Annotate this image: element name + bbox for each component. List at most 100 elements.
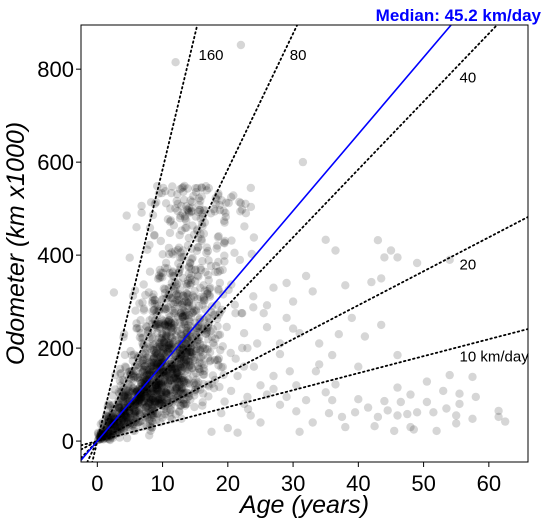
scatter-point <box>168 268 177 277</box>
scatter-point <box>146 426 155 435</box>
scatter-point <box>175 185 185 194</box>
scatter-point <box>328 350 337 360</box>
scatter-point <box>171 374 181 383</box>
scatter-point <box>156 352 165 361</box>
scatter-point <box>157 188 166 198</box>
scatter-point <box>181 223 190 233</box>
scatter-point <box>142 375 151 385</box>
reference-line-labels: 160 80 40 20 10 km/day <box>199 47 530 365</box>
scatter-point <box>334 330 343 339</box>
scatter-point <box>220 397 229 406</box>
scatter-point <box>218 342 227 351</box>
scatter-point <box>249 362 259 371</box>
scatter-point <box>249 292 258 301</box>
scatter-point <box>185 347 194 357</box>
scatter-point <box>200 286 209 295</box>
scatter-point <box>157 329 167 338</box>
scatter-point <box>146 368 155 377</box>
scatter-point <box>134 396 144 405</box>
y-tick-label: 200 <box>37 336 74 361</box>
scatter-point <box>195 205 204 215</box>
scatter-point <box>188 301 197 310</box>
scatter-point <box>148 409 158 418</box>
scatter-point <box>176 211 185 220</box>
scatter-point <box>173 359 183 369</box>
scatter-point <box>175 377 184 387</box>
scatter-point <box>163 393 172 403</box>
scatter-point <box>220 236 230 246</box>
scatter-point <box>182 281 191 291</box>
scatter-point <box>182 399 191 409</box>
scatter-point <box>169 391 178 400</box>
x-tick-label: 30 <box>281 471 305 496</box>
scatter-point <box>166 294 176 303</box>
scatter-point <box>138 373 148 382</box>
scatter-point <box>214 284 223 294</box>
scatter-point <box>445 370 454 380</box>
reference-line-label: 160 <box>199 47 224 64</box>
scatter-point <box>189 372 198 381</box>
scatter-point <box>121 413 130 422</box>
scatter-point <box>152 353 162 363</box>
scatter-point <box>135 370 144 379</box>
scatter-point <box>199 370 209 379</box>
scatter-point <box>144 404 153 413</box>
scatter-point <box>157 398 167 407</box>
scatter-point <box>181 292 190 301</box>
scatter-point <box>213 355 222 364</box>
scatter-point <box>164 317 173 326</box>
scatter-point <box>197 323 207 332</box>
scatter-point <box>189 356 198 365</box>
reference-line-label: 10 km/day <box>460 348 530 365</box>
scatter-point <box>171 351 180 360</box>
scatter-point <box>162 328 172 337</box>
scatter-point <box>165 217 175 226</box>
scatter-point <box>186 361 195 370</box>
scatter-point <box>194 207 203 217</box>
scatter-point <box>179 352 188 362</box>
scatter-point <box>237 309 246 318</box>
scatter-point <box>180 317 189 326</box>
scatter-point <box>158 346 168 355</box>
scatter-point <box>201 182 211 191</box>
scatter-point <box>177 385 186 394</box>
scatter-point <box>186 346 195 355</box>
scatter-point <box>127 382 136 391</box>
scatter-point <box>169 373 178 382</box>
scatter-point <box>144 395 153 404</box>
scatter-point <box>181 348 191 358</box>
scatter-point <box>198 343 207 353</box>
scatter-point <box>147 395 156 404</box>
scatter-point <box>170 247 180 256</box>
scatter-point <box>171 297 180 307</box>
scatter-point <box>249 233 259 242</box>
scatter-point <box>176 360 186 369</box>
scatter-point <box>182 395 191 404</box>
scatter-point <box>151 348 161 357</box>
scatter-point <box>177 201 186 211</box>
scatter-point <box>176 308 186 317</box>
plot-frame <box>80 24 529 463</box>
scatter-point <box>146 362 156 371</box>
scatter-point <box>315 360 324 369</box>
scatter-point <box>190 391 199 400</box>
scatter-point <box>197 359 206 368</box>
scatter-point <box>139 306 149 315</box>
scatter-point <box>155 399 164 408</box>
scatter-point <box>199 292 208 302</box>
scatter-point <box>147 416 157 425</box>
scatter-point <box>236 40 246 50</box>
scatter-point <box>144 326 153 335</box>
scatter-point <box>409 425 418 434</box>
scatter-point <box>156 390 165 399</box>
scatter-point <box>167 362 176 371</box>
scatter-point <box>176 401 185 410</box>
scatter-point <box>116 394 126 403</box>
scatter-point <box>153 384 162 393</box>
scatter-point <box>192 246 202 255</box>
scatter-point <box>137 334 146 343</box>
scatter-point <box>246 183 255 193</box>
scatter-point <box>149 386 158 395</box>
scatter-point <box>148 365 157 374</box>
scatter-point <box>169 272 179 281</box>
